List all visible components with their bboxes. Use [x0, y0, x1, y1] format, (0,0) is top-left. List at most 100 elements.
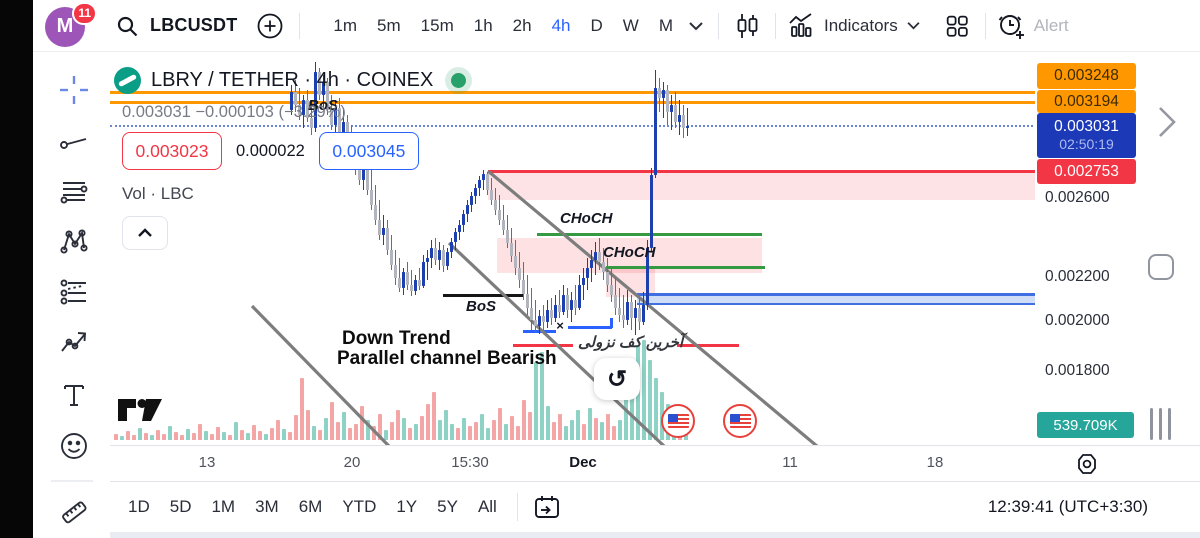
layout-grid-icon[interactable] — [939, 8, 975, 44]
timeframe-1w[interactable]: W — [622, 15, 639, 35]
crosshair-icon[interactable] — [57, 73, 91, 107]
time-tick-month: Dec — [569, 454, 597, 471]
notification-badge: 11 — [72, 1, 97, 25]
right-gutter — [1140, 52, 1200, 445]
us-flag-icon — [729, 414, 751, 428]
parallel-channel-lines[interactable] — [110, 52, 1040, 445]
time-tick: 13 — [198, 454, 216, 471]
timeframe-15m[interactable]: 15m — [420, 15, 454, 35]
sidebar-divider — [51, 480, 93, 482]
divider — [516, 493, 518, 521]
rounded-checkbox[interactable] — [1148, 254, 1174, 280]
equal-lows-tick — [610, 318, 613, 328]
supply-zone-top-line[interactable] — [488, 170, 1037, 173]
symbol-search[interactable]: LBCUSDT — [111, 10, 237, 42]
timeframe-1h[interactable]: 1h — [473, 15, 493, 35]
choch-line-1[interactable] — [537, 233, 762, 236]
sell-button[interactable]: 0.003023 — [122, 132, 222, 170]
x-marker[interactable]: × — [556, 318, 564, 333]
equal-lows-line-2[interactable] — [568, 326, 612, 329]
downtrend-note-line1[interactable]: Down Trend — [342, 328, 451, 349]
buy-button[interactable]: 0.003045 — [318, 132, 419, 170]
bos-level-line[interactable] — [443, 294, 523, 297]
symbol-name: LBCUSDT — [150, 15, 238, 35]
bos-label[interactable]: BoS — [466, 298, 496, 315]
xabcd-pattern-tool-icon[interactable] — [57, 225, 91, 259]
range-3m[interactable]: 3M — [255, 497, 279, 516]
time-axis[interactable]: 13 20 15:30 Dec 11 18 — [33, 445, 1200, 481]
bar-countdown: 02:50:19 — [1059, 136, 1114, 153]
range-ytd[interactable]: YTD — [342, 497, 377, 516]
drawing-tools-sidebar — [33, 52, 110, 538]
supply-zone[interactable] — [488, 173, 1037, 200]
add-symbol-button[interactable] — [251, 7, 289, 45]
alert-label: Alert — [1033, 15, 1069, 35]
price-scale[interactable]: 0.003248 0.003194 0.003031 02:50:19 0.00… — [1035, 52, 1140, 445]
candlestick-chart[interactable]: BoS CHoCH CHoCH BoS × Down Trend Paralle… — [110, 52, 1040, 445]
choch-line-2[interactable] — [606, 266, 765, 269]
indicators-chevron-down-icon — [907, 22, 920, 30]
timeframe-1m[interactable]: 1m — [333, 15, 358, 35]
last-low-line-right[interactable] — [677, 344, 739, 347]
timeframe-chevron-down-icon[interactable] — [684, 17, 708, 35]
range-6m[interactable]: 6M — [298, 497, 323, 516]
indicators-icon — [789, 12, 812, 37]
fib-retracement-tool-icon[interactable] — [57, 175, 91, 209]
alert-level-line-1[interactable] — [110, 91, 1037, 94]
alarm-clock-plus-icon — [998, 14, 1024, 39]
time-tick: 18 — [926, 454, 944, 471]
timeframe-group: 1m 5m 15m 1h 2h 4h D W M — [324, 11, 708, 41]
tradingview-logo[interactable] — [116, 393, 168, 427]
price-tick: 0.001800 — [1045, 362, 1110, 379]
projection-tool-icon[interactable] — [57, 275, 91, 309]
alert-button[interactable]: Alert — [996, 11, 1069, 41]
timeframe-5m[interactable]: 5m — [377, 15, 401, 35]
timeframe-1month[interactable]: M — [658, 15, 673, 35]
choch-label-1[interactable]: CHoCH — [560, 210, 613, 227]
emoji-tool-icon[interactable] — [57, 429, 91, 463]
indicators-button[interactable]: Indicators — [786, 12, 921, 40]
range-1y[interactable]: 1Y — [396, 497, 418, 516]
last-low-line-left[interactable] — [513, 344, 573, 347]
divider — [775, 12, 776, 39]
range-1m[interactable]: 1M — [211, 497, 236, 516]
refresh-button[interactable]: ↺ — [594, 358, 640, 400]
pair-title[interactable]: LBRY / TETHER · 4h · COINEX — [151, 69, 434, 91]
chart-legend[interactable]: LBRY / TETHER · 4h · COINEX — [114, 67, 467, 94]
range-5y[interactable]: 5Y — [437, 497, 458, 516]
bos-label-top[interactable]: BoS — [308, 97, 338, 114]
us-economic-event-flag-1[interactable] — [661, 404, 695, 438]
user-menu[interactable]: M 11 — [45, 1, 97, 48]
stop-price-label: 0.002753 — [1037, 159, 1136, 184]
measure-ruler-tool-icon[interactable] — [57, 495, 91, 529]
timeframe-1d[interactable]: D — [590, 15, 603, 35]
arrow-marker-tool-icon[interactable] — [57, 326, 91, 360]
coin-logo-icon — [114, 67, 141, 94]
drawer-handle[interactable] — [1150, 408, 1171, 440]
session-clock[interactable]: 12:39:41 (UTC+3:30) — [987, 497, 1148, 516]
us-economic-event-flag-2[interactable] — [723, 404, 757, 438]
last-bearish-low-label[interactable]: آخرین کف نزولی — [578, 334, 684, 351]
trade-buttons-row: 0.003023 0.000022 0.003045 — [122, 132, 419, 170]
spread-value: 0.000022 — [236, 141, 305, 160]
panel-expand-chevron[interactable] — [1152, 104, 1180, 140]
timeframe-4h-active[interactable]: 4h — [551, 15, 571, 35]
downtrend-note-line2[interactable]: Parallel channel Bearish — [337, 348, 557, 369]
range-5d[interactable]: 5D — [169, 497, 192, 516]
trend-line-tool-icon[interactable] — [57, 126, 91, 160]
time-tick: 15:30 — [451, 454, 489, 471]
chart-style-icon[interactable] — [729, 7, 765, 45]
timeframe-2h[interactable]: 2h — [512, 15, 532, 35]
legend-collapse-button[interactable] — [122, 216, 168, 250]
go-to-date-calendar-icon[interactable] — [528, 488, 566, 526]
range-all[interactable]: All — [477, 497, 497, 516]
ohlc-values: 0.003031 −0.000103 (−3.29%) — [122, 103, 346, 121]
top-toolbar: M 11 LBCUSDT 1m 5m 15m 1h 2h 4h D W M — [33, 0, 1200, 52]
volume-bars — [110, 52, 1040, 445]
alert-level-line-2[interactable] — [110, 101, 1037, 104]
range-1d[interactable]: 1D — [128, 497, 150, 516]
demand-zone[interactable] — [637, 293, 1037, 305]
choch-label-2[interactable]: CHoCH — [603, 244, 656, 261]
text-tool-icon[interactable] — [57, 378, 91, 412]
chart-settings-gear-icon[interactable] — [1074, 451, 1100, 477]
